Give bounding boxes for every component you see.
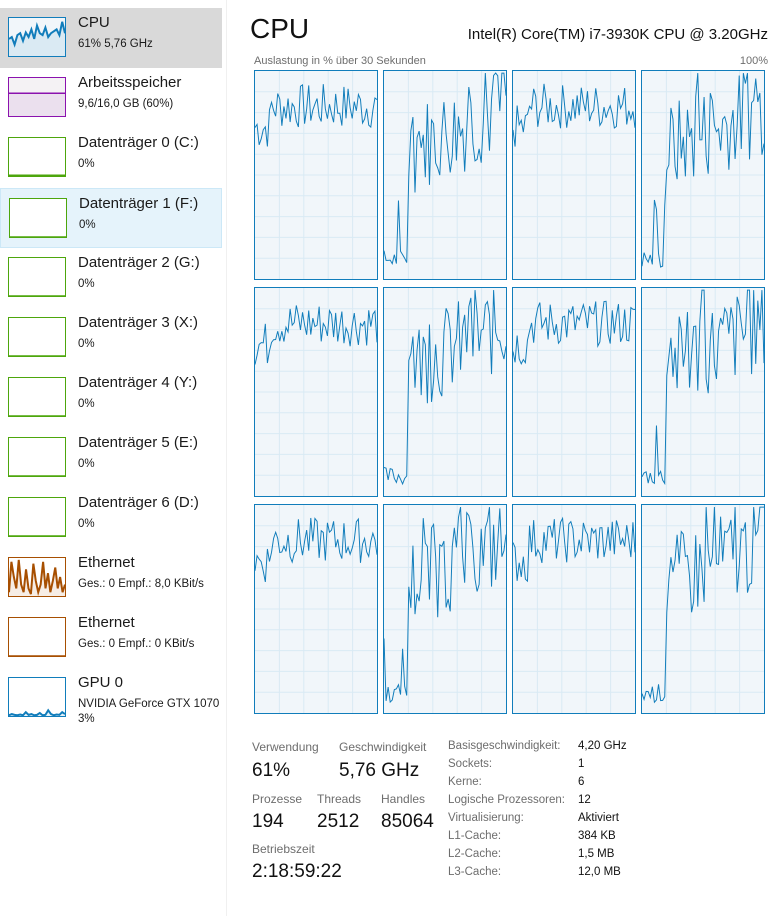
sidebar-item-thumbnail bbox=[8, 317, 66, 357]
usage-label: Verwendung bbox=[252, 740, 319, 754]
spec-value: 4,20 GHz bbox=[578, 740, 627, 752]
sidebar-item-5[interactable]: Datenträger 3 (X:) 0% bbox=[0, 308, 222, 368]
core-graph-10 bbox=[512, 504, 636, 714]
sidebar-item-3[interactable]: Datenträger 1 (F:) 0% bbox=[0, 188, 222, 248]
logical-processor-graphs bbox=[254, 70, 765, 714]
sidebar-item-subtitle: 0% bbox=[78, 338, 95, 350]
sidebar-item-thumbnail bbox=[9, 198, 67, 238]
core-graph-7 bbox=[641, 287, 765, 497]
sidebar-divider bbox=[226, 0, 227, 916]
sidebar-item-7[interactable]: Datenträger 5 (E:) 0% bbox=[0, 428, 222, 488]
spec-value: 12,0 MB bbox=[578, 866, 621, 878]
sidebar-item-9[interactable]: Ethernet Ges.: 0 Empf.: 8,0 KBit/s bbox=[0, 548, 222, 608]
processes-value: 194 bbox=[252, 811, 284, 832]
sidebar-item-thumbnail bbox=[8, 257, 66, 297]
sidebar-item-subtitle: Ges.: 0 Empf.: 8,0 KBit/s bbox=[78, 578, 204, 590]
spec-label: L2-Cache: bbox=[448, 848, 502, 860]
sidebar-item-title: Datenträger 5 (E:) bbox=[78, 434, 199, 451]
sidebar-item-subtitle: 0% bbox=[78, 278, 95, 290]
sidebar-item-subtitle: 0% bbox=[79, 219, 96, 231]
speed-value: 5,76 GHz bbox=[339, 760, 420, 781]
core-graph-6 bbox=[512, 287, 636, 497]
spec-label: Kerne: bbox=[448, 776, 482, 788]
core-graph-4 bbox=[254, 287, 378, 497]
spec-label: Virtualisierung: bbox=[448, 812, 524, 824]
core-graph-5 bbox=[383, 287, 507, 497]
spec-label: Basisgeschwindigkeit: bbox=[448, 740, 561, 752]
spec-value: 6 bbox=[578, 776, 585, 788]
sidebar-item-8[interactable]: Datenträger 6 (D:) 0% bbox=[0, 488, 222, 548]
core-graph-3 bbox=[641, 70, 765, 280]
spec-value: 384 KB bbox=[578, 830, 616, 842]
sidebar-item-6[interactable]: Datenträger 4 (Y:) 0% bbox=[0, 368, 222, 428]
cpu-detail-panel: CPU Intel(R) Core(TM) i7-3930K CPU @ 3.2… bbox=[227, 0, 782, 916]
sidebar-item-title: Ethernet bbox=[78, 554, 135, 571]
uptime-value: 2:18:59:22 bbox=[252, 861, 342, 882]
sidebar-item-title: Datenträger 6 (D:) bbox=[78, 494, 199, 511]
sidebar-item-title: Datenträger 0 (C:) bbox=[78, 134, 199, 151]
sidebar-item-subtitle: Ges.: 0 Empf.: 0 KBit/s bbox=[78, 638, 195, 650]
performance-sidebar: CPU 61% 5,76 GHz Arbeitsspeicher 9,6/16,0 G… bbox=[0, 0, 222, 916]
sidebar-item-1[interactable]: Arbeitsspeicher 9,6/16,0 GB (60%) bbox=[0, 68, 222, 128]
sidebar-item-thumbnail bbox=[8, 557, 66, 597]
cpu-model-name: Intel(R) Core(TM) i7-3930K CPU @ 3.20GHz bbox=[467, 26, 768, 43]
speed-label: Geschwindigkeit bbox=[339, 740, 427, 754]
spec-label: L1-Cache: bbox=[448, 830, 502, 842]
spec-value: Aktiviert bbox=[578, 812, 619, 824]
sidebar-item-thumbnail bbox=[8, 497, 66, 537]
sidebar-item-thumbnail bbox=[8, 17, 66, 57]
sidebar-item-2[interactable]: Datenträger 0 (C:) 0% bbox=[0, 128, 222, 188]
handles-value: 85064 bbox=[381, 811, 434, 832]
spec-label: Logische Prozessoren: bbox=[448, 794, 565, 806]
sidebar-item-thumbnail bbox=[8, 77, 66, 117]
page-title: CPU bbox=[250, 13, 310, 44]
usage-value: 61% bbox=[252, 760, 291, 781]
sidebar-item-subtitle: 3% bbox=[78, 713, 95, 725]
threads-value: 2512 bbox=[317, 811, 360, 832]
spec-value: 12 bbox=[578, 794, 591, 806]
sidebar-item-thumbnail bbox=[8, 677, 66, 717]
sidebar-item-subtitle: NVIDIA GeForce GTX 1070 bbox=[78, 698, 220, 710]
spec-value: 1,5 MB bbox=[578, 848, 615, 860]
sidebar-item-subtitle: 61% 5,76 GHz bbox=[78, 38, 153, 50]
sidebar-item-thumbnail bbox=[8, 437, 66, 477]
core-graph-1 bbox=[383, 70, 507, 280]
sidebar-item-subtitle: 0% bbox=[78, 518, 95, 530]
sidebar-item-subtitle: 9,6/16,0 GB (60%) bbox=[78, 98, 174, 110]
sidebar-item-0[interactable]: CPU 61% 5,76 GHz bbox=[0, 8, 222, 68]
sidebar-item-thumbnail bbox=[8, 617, 66, 657]
sidebar-item-subtitle: 0% bbox=[78, 458, 95, 470]
spec-value: 1 bbox=[578, 758, 585, 770]
sidebar-item-title: GPU 0 bbox=[78, 674, 124, 691]
sidebar-item-thumbnail bbox=[8, 137, 66, 177]
sidebar-item-10[interactable]: Ethernet Ges.: 0 Empf.: 0 KBit/s bbox=[0, 608, 222, 668]
handles-label: Handles bbox=[381, 792, 426, 806]
spec-label: L3-Cache: bbox=[448, 866, 502, 878]
core-graph-9 bbox=[383, 504, 507, 714]
graph-caption: Auslastung in % über 30 Sekunden bbox=[254, 55, 426, 67]
sidebar-item-11[interactable]: GPU 0 NVIDIA GeForce GTX 1070 3% bbox=[0, 668, 222, 728]
sidebar-item-title: Datenträger 1 (F:) bbox=[79, 195, 199, 212]
core-graph-0 bbox=[254, 70, 378, 280]
threads-label: Threads bbox=[317, 792, 362, 806]
sidebar-item-title: Ethernet bbox=[78, 614, 135, 631]
core-graph-2 bbox=[512, 70, 636, 280]
core-graph-8 bbox=[254, 504, 378, 714]
sidebar-item-subtitle: 0% bbox=[78, 398, 95, 410]
sidebar-item-title: Datenträger 4 (Y:) bbox=[78, 374, 198, 391]
sidebar-item-title: Arbeitsspeicher bbox=[78, 74, 182, 91]
sidebar-item-title: CPU bbox=[78, 14, 110, 31]
core-graph-11 bbox=[641, 504, 765, 714]
sidebar-item-4[interactable]: Datenträger 2 (G:) 0% bbox=[0, 248, 222, 308]
sidebar-item-subtitle: 0% bbox=[78, 158, 95, 170]
processes-label: Prozesse bbox=[252, 792, 303, 806]
graph-max-label: 100% bbox=[739, 55, 768, 67]
uptime-label: Betriebszeit bbox=[252, 842, 315, 856]
spec-label: Sockets: bbox=[448, 758, 493, 770]
sidebar-item-title: Datenträger 2 (G:) bbox=[78, 254, 200, 271]
sidebar-item-title: Datenträger 3 (X:) bbox=[78, 314, 199, 331]
sidebar-item-thumbnail bbox=[8, 377, 66, 417]
